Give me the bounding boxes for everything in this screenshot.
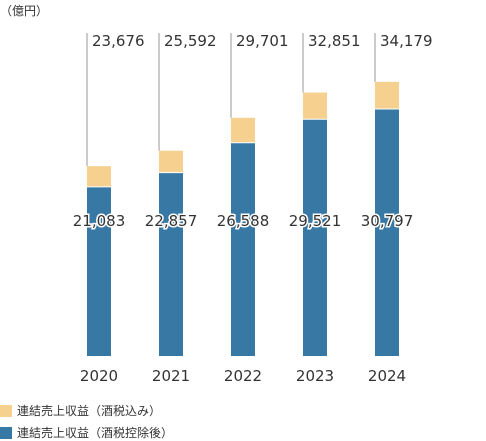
legend-item-excl-tax: 連結売上収益（酒税控除後） — [0, 424, 173, 441]
bar-excl-tax-2023 — [303, 119, 327, 356]
data-label-total-2023: 32,851 — [308, 32, 361, 50]
data-label-total-2021: 25,592 — [164, 32, 217, 50]
category-label-2024: 2024 — [368, 367, 406, 385]
data-label-total-2020: 23,676 — [92, 32, 145, 50]
unit-label: （億円） — [0, 4, 49, 18]
category-label-2020: 2020 — [80, 367, 118, 385]
category-label-2023: 2023 — [296, 367, 334, 385]
bar-incl-tax-2021 — [159, 150, 183, 173]
bar-incl-tax-2024 — [375, 81, 399, 110]
legend-item-incl-tax: 連結売上収益（酒税込み） — [0, 402, 161, 419]
legend-label-incl-tax: 連結売上収益（酒税込み） — [17, 404, 162, 418]
bar-excl-tax-2022 — [231, 142, 255, 356]
data-label-base-2021: 22,857 — [145, 212, 198, 230]
data-label-base-2023: 29,521 — [289, 212, 342, 230]
bar-excl-tax-2024 — [375, 109, 399, 356]
bar-incl-tax-2020 — [87, 166, 111, 187]
legend-swatch-incl-tax — [0, 404, 12, 417]
data-label-base-2024: 30,797 — [361, 212, 414, 230]
data-label-base-2020: 21,083 — [73, 212, 126, 230]
category-label-2021: 2021 — [152, 367, 190, 385]
bar-incl-tax-2022 — [231, 117, 255, 143]
bar-incl-tax-2023 — [303, 92, 327, 120]
data-label-total-2022: 29,701 — [236, 32, 289, 50]
legend-label-excl-tax: 連結売上収益（酒税控除後） — [17, 426, 174, 440]
legend-swatch-excl-tax — [0, 426, 12, 439]
bar-excl-tax-2020 — [87, 186, 111, 356]
data-label-base-2022: 26,588 — [217, 212, 270, 230]
data-label-total-2024: 34,179 — [380, 32, 433, 50]
bar-excl-tax-2021 — [159, 172, 183, 356]
category-label-2022: 2022 — [224, 367, 262, 385]
